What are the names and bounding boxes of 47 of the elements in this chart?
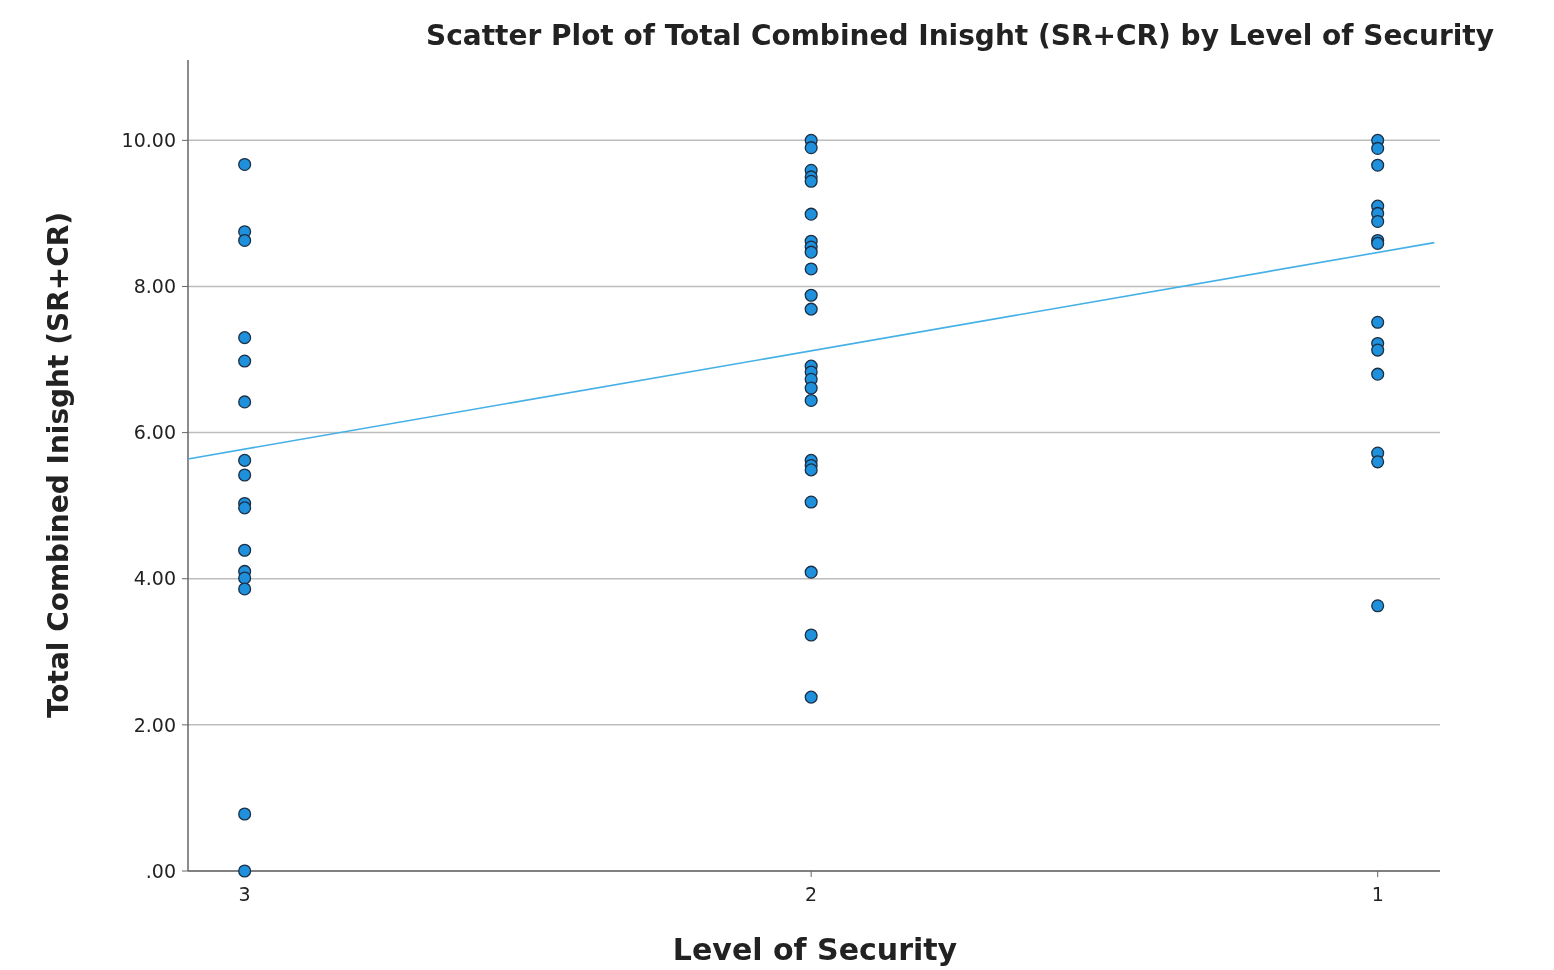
y-tick-label: .00	[145, 859, 176, 882]
point	[804, 288, 818, 302]
point	[1371, 367, 1385, 381]
point	[238, 395, 252, 409]
point	[804, 302, 818, 316]
point	[1371, 599, 1385, 613]
point	[1371, 315, 1385, 329]
point	[238, 864, 252, 878]
x-tick-label: 2	[805, 883, 818, 905]
point	[1371, 214, 1385, 229]
chart-title: Scatter Plot of Total Combined Inisght (SR+CR) by Level of Security	[426, 19, 1494, 52]
point	[804, 628, 818, 642]
point	[804, 174, 818, 188]
point	[238, 453, 252, 467]
point	[804, 207, 818, 221]
point	[238, 501, 252, 515]
point	[804, 565, 818, 579]
point	[804, 245, 818, 259]
point	[238, 468, 252, 482]
point	[1371, 141, 1385, 155]
point	[238, 331, 252, 345]
point	[804, 262, 818, 276]
point	[238, 233, 252, 248]
point	[1371, 343, 1385, 357]
point	[1371, 455, 1385, 469]
x-tick-label: 3	[238, 883, 251, 905]
y-tick-label: 6.00	[133, 421, 176, 444]
y-axis-title: Total Combined Inisght (SR+CR)	[42, 211, 75, 719]
point	[238, 157, 252, 172]
point	[238, 582, 252, 596]
point	[238, 807, 252, 821]
point	[1371, 158, 1385, 172]
x-axis-title: Level of Security	[672, 932, 958, 967]
point	[804, 463, 818, 477]
x-tick-label: 1	[1371, 883, 1384, 905]
y-tick-label: 8.00	[133, 275, 176, 298]
point	[804, 690, 818, 704]
point	[804, 381, 818, 395]
point	[804, 495, 818, 509]
y-tick-label: 10.00	[121, 129, 176, 152]
y-tick-label: 4.00	[133, 567, 176, 590]
y-tick-label: 2.00	[133, 713, 176, 736]
point	[238, 354, 252, 368]
point	[804, 393, 818, 408]
point	[238, 571, 252, 585]
point	[804, 141, 818, 155]
point	[238, 543, 252, 557]
